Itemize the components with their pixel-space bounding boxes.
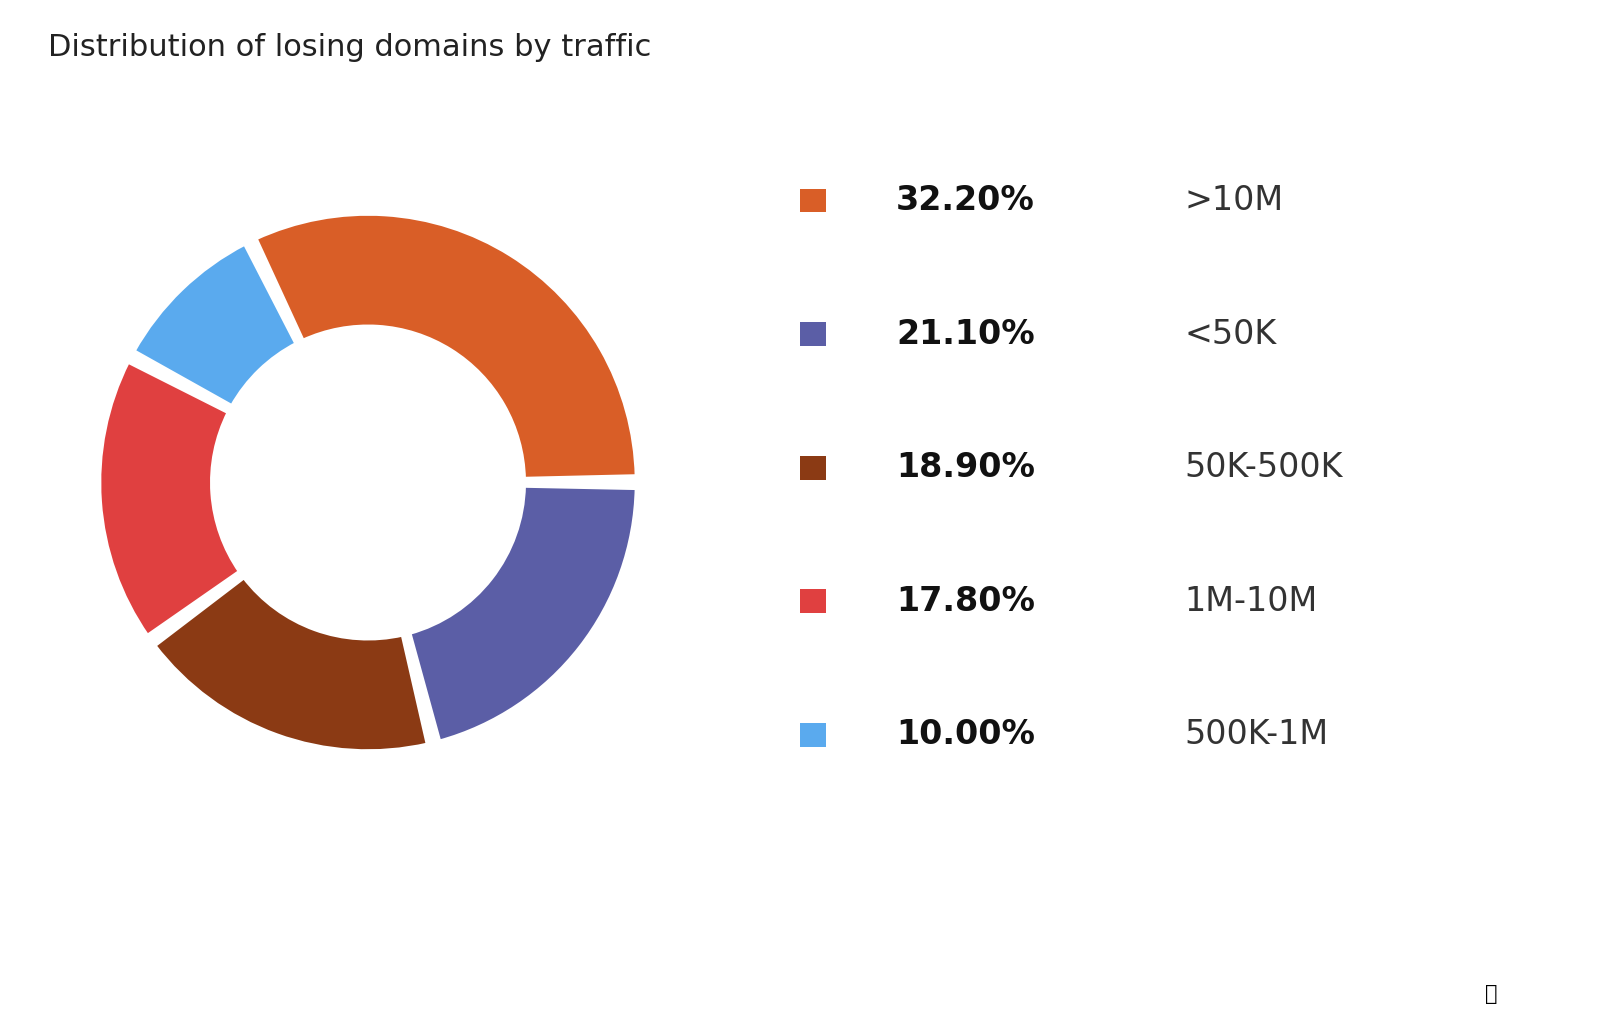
Wedge shape: [154, 577, 427, 752]
Wedge shape: [133, 243, 296, 406]
Text: 10.00%: 10.00%: [896, 719, 1035, 752]
Text: 18.90%: 18.90%: [896, 452, 1035, 485]
FancyBboxPatch shape: [800, 322, 826, 346]
FancyBboxPatch shape: [800, 590, 826, 613]
Wedge shape: [410, 486, 637, 741]
Text: 21.10%: 21.10%: [896, 318, 1035, 351]
FancyBboxPatch shape: [800, 456, 826, 479]
Wedge shape: [99, 362, 240, 636]
Text: 17.80%: 17.80%: [896, 585, 1035, 618]
Text: 50K-500K: 50K-500K: [1184, 452, 1342, 485]
FancyBboxPatch shape: [800, 723, 826, 746]
Text: 500K-1M: 500K-1M: [1184, 719, 1328, 752]
Text: <50K: <50K: [1184, 318, 1277, 351]
Text: Distribution of losing domains by traffic: Distribution of losing domains by traffi…: [48, 33, 651, 63]
Wedge shape: [256, 213, 637, 478]
Text: SEMRUSH: SEMRUSH: [1437, 984, 1560, 1004]
Text: semrush.com: semrush.com: [24, 985, 146, 1003]
FancyBboxPatch shape: [800, 189, 826, 212]
Text: 1M-10M: 1M-10M: [1184, 585, 1317, 618]
Text: 32.20%: 32.20%: [896, 184, 1035, 217]
Text: >10M: >10M: [1184, 184, 1283, 217]
Text: 🔥: 🔥: [1485, 984, 1498, 1004]
